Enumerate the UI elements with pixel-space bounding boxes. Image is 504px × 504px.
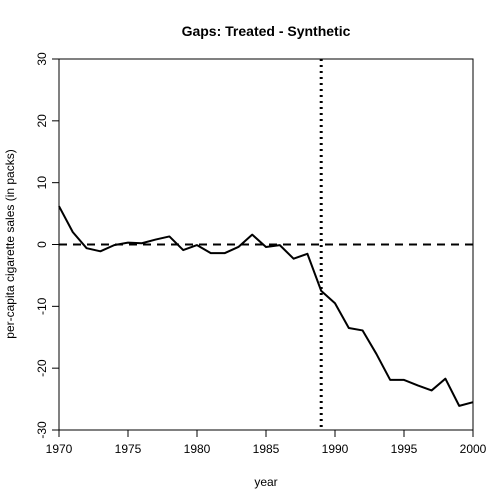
y-tick-label: 20 bbox=[35, 114, 49, 128]
y-tick-label: -20 bbox=[35, 359, 49, 377]
x-tick-label: 2000 bbox=[460, 442, 487, 456]
x-axis-label: year bbox=[254, 475, 277, 489]
x-axis: 1970 1975 1980 1985 1990 1995 2000 bbox=[46, 430, 487, 456]
y-tick-label: 0 bbox=[35, 241, 49, 248]
y-tick-label: -30 bbox=[35, 421, 49, 439]
y-tick-label: 10 bbox=[35, 176, 49, 190]
x-tick-label: 1985 bbox=[253, 442, 280, 456]
x-tick-label: 1970 bbox=[46, 442, 73, 456]
x-tick-label: 1980 bbox=[184, 442, 211, 456]
reference-lines bbox=[59, 59, 473, 430]
y-axis: -30 -20 -10 0 10 20 30 bbox=[35, 52, 59, 439]
y-tick-label: -10 bbox=[35, 297, 49, 315]
chart-title: Gaps: Treated - Synthetic bbox=[182, 23, 351, 39]
series-layer bbox=[58, 205, 474, 407]
y-axis-label: per-capita cigarette sales (in packs) bbox=[3, 149, 17, 338]
gap-series-line bbox=[58, 205, 474, 407]
x-tick-label: 1995 bbox=[391, 442, 418, 456]
x-tick-label: 1990 bbox=[322, 442, 349, 456]
x-tick-label: 1975 bbox=[115, 442, 142, 456]
y-tick-label: 30 bbox=[35, 52, 49, 66]
